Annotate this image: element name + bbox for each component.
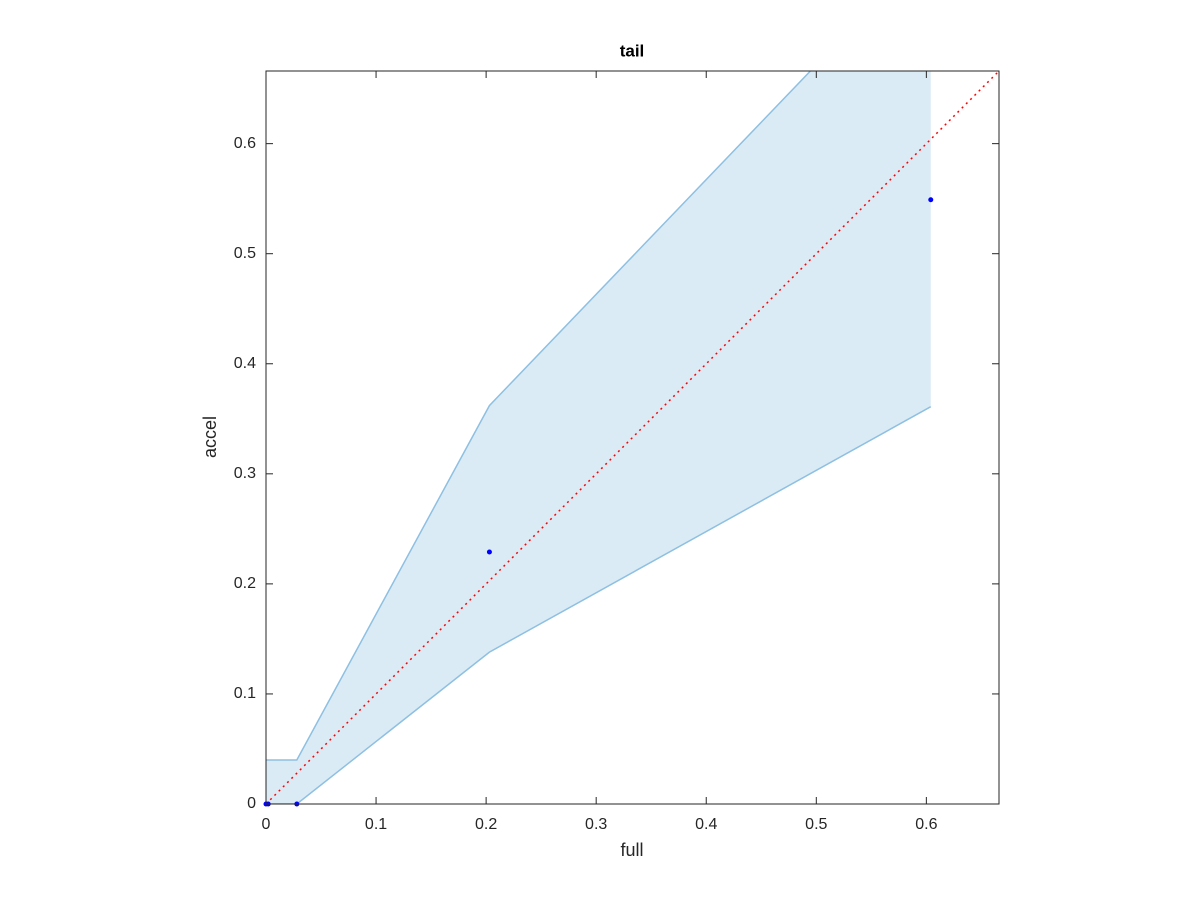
x-tick-label: 0.4 xyxy=(695,816,717,833)
y-tick-label: 0.6 xyxy=(234,135,256,152)
x-axis-label: full xyxy=(620,840,643,860)
y-tick-label: 0.3 xyxy=(234,465,256,482)
y-axis-label: accel xyxy=(200,416,220,458)
y-tick-label: 0 xyxy=(247,795,256,812)
confidence-band xyxy=(266,71,931,804)
band-upper-line xyxy=(266,71,812,761)
band-lower-line xyxy=(266,406,932,804)
x-tick-label: 0.2 xyxy=(475,816,497,833)
y-tick-label: 0.5 xyxy=(234,245,256,262)
x-tick-label: 0.6 xyxy=(915,816,937,833)
x-tick-label: 0.3 xyxy=(585,816,607,833)
y-tick-label: 0.2 xyxy=(234,575,256,592)
x-tick-label: 0.1 xyxy=(365,816,387,833)
y-tick-label: 0.4 xyxy=(234,355,256,372)
data-point xyxy=(928,197,934,203)
x-tick-label: 0.5 xyxy=(805,816,827,833)
x-tick-label: 0 xyxy=(262,816,271,833)
y-tick-label: 0.1 xyxy=(234,685,256,702)
data-point xyxy=(486,549,492,555)
axes-box xyxy=(265,70,1000,805)
plot-area xyxy=(266,71,999,804)
chart-title: tail xyxy=(620,41,645,60)
